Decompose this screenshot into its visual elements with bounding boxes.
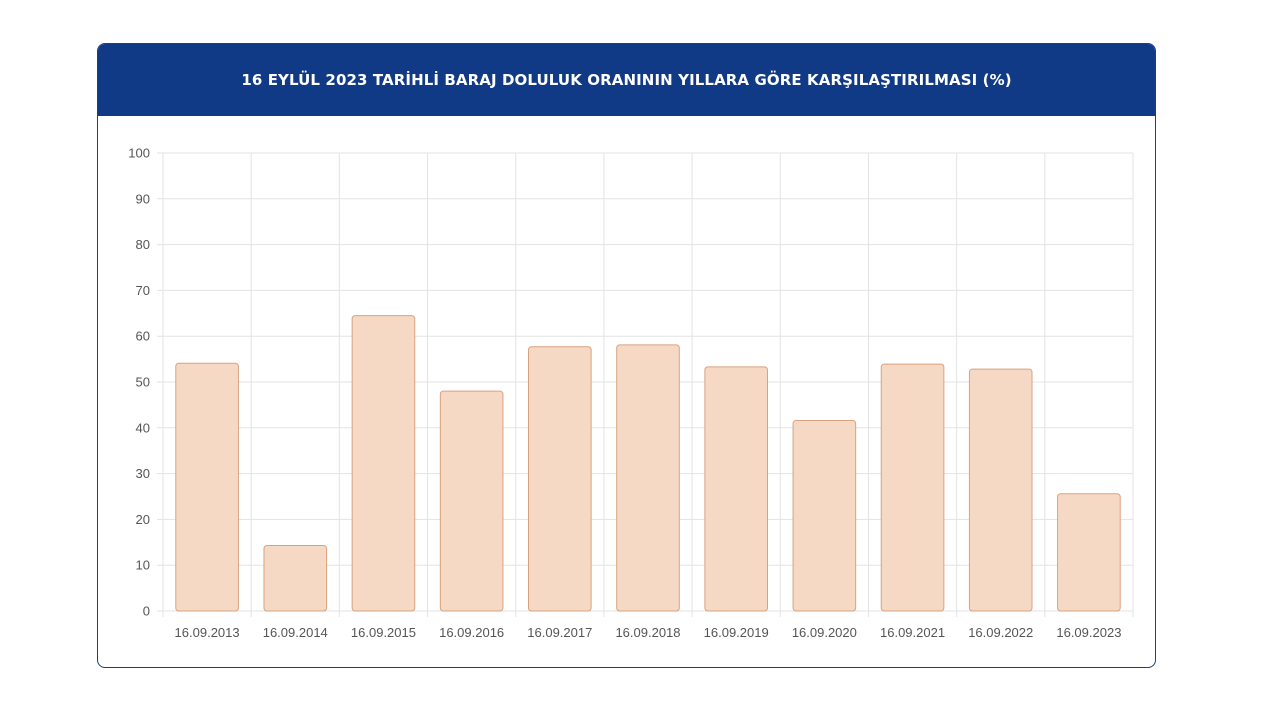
y-tick-label: 80 — [136, 237, 150, 252]
y-tick-label: 0 — [143, 604, 150, 619]
x-axis: 16.09.2013 16.09.2014 16.09.2015 16.09.2016… — [175, 625, 1122, 640]
bars — [175, 315, 1121, 612]
y-tick-label: 90 — [136, 191, 150, 206]
y-tick-label: 10 — [136, 558, 150, 573]
x-tick-label: 16.09.2014 — [263, 625, 328, 640]
bar[interactable] — [439, 390, 504, 612]
x-tick-label: 16.09.2017 — [527, 625, 592, 640]
x-tick-label: 16.09.2022 — [968, 625, 1033, 640]
y-tick-label: 60 — [136, 329, 150, 344]
y-tick-label: 50 — [136, 375, 150, 390]
x-tick-label: 16.09.2018 — [615, 625, 680, 640]
x-tick-label: 16.09.2019 — [704, 625, 769, 640]
bar[interactable] — [263, 545, 328, 612]
bar[interactable] — [175, 362, 239, 612]
bar[interactable] — [1057, 493, 1121, 612]
bar[interactable] — [528, 346, 592, 612]
bar[interactable] — [351, 315, 416, 612]
chart-header: 16 EYLÜL 2023 TARİHLİ BARAJ DOLULUK ORAN… — [98, 44, 1155, 116]
x-tick-label: 16.09.2013 — [175, 625, 240, 640]
y-tick-label: 20 — [136, 512, 150, 527]
y-axis: 0 10 20 30 40 50 60 70 80 90 100 — [128, 146, 150, 619]
y-tick-label: 70 — [136, 283, 150, 298]
y-tick-label: 100 — [128, 146, 150, 161]
y-tick-label: 40 — [136, 420, 150, 435]
bar[interactable] — [704, 366, 768, 612]
bar[interactable] — [880, 363, 945, 612]
x-tick-label: 16.09.2020 — [792, 625, 857, 640]
x-tick-label: 16.09.2016 — [439, 625, 504, 640]
bar[interactable] — [968, 368, 1033, 612]
x-tick-label: 16.09.2021 — [880, 625, 945, 640]
y-tick-label: 30 — [136, 466, 150, 481]
x-tick-label: 16.09.2015 — [351, 625, 416, 640]
bar[interactable] — [616, 344, 680, 612]
bar[interactable] — [792, 419, 857, 612]
chart-title: 16 EYLÜL 2023 TARİHLİ BARAJ DOLULUK ORAN… — [241, 71, 1012, 89]
x-tick-label: 16.09.2023 — [1056, 625, 1121, 640]
chart-card: 16 EYLÜL 2023 TARİHLİ BARAJ DOLULUK ORAN… — [97, 43, 1156, 668]
